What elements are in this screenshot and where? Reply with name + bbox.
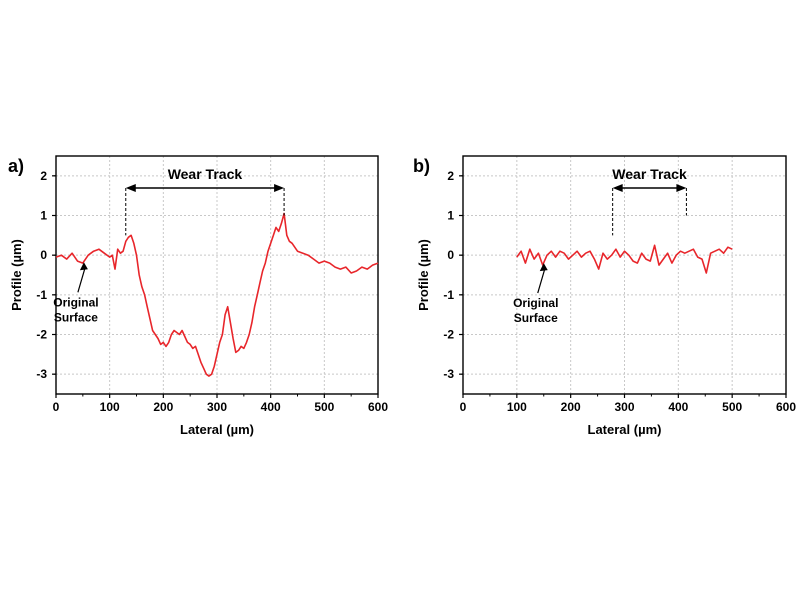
y-tick-label: -3 (443, 367, 454, 381)
wear-track-arrowhead-right (274, 184, 285, 192)
x-tick-label: 0 (460, 400, 467, 414)
wear-track-arrowhead-right (676, 184, 687, 192)
wear-track-label: Wear Track (612, 166, 687, 182)
x-tick-label: 600 (776, 400, 796, 414)
annotation-arrow-shaft (537, 268, 546, 294)
annotation-text-line1: Original (513, 296, 558, 310)
x-tick-label: 0 (53, 400, 60, 414)
x-tick-label: 100 (100, 400, 120, 414)
annotation-arrow-shaft (77, 268, 86, 293)
y-tick-label: 0 (447, 248, 454, 262)
annotation-arrowhead (79, 262, 88, 271)
y-tick-label: -1 (443, 288, 454, 302)
x-tick-label: 200 (561, 400, 581, 414)
y-tick-label: -3 (36, 367, 47, 381)
x-tick-label: 400 (261, 400, 281, 414)
wear-track-arrowhead-left (612, 184, 623, 192)
panel-label: a) (8, 156, 24, 176)
chart-panel-b: 0 100 200 300 400 500 600 -3 -2 -1 0 1 2 Lateral (µm)… (413, 155, 796, 437)
x-tick-label: 400 (668, 400, 688, 414)
annotation-arrowhead (539, 263, 548, 272)
x-axis-label: Lateral (µm) (180, 422, 254, 437)
wear-track-arrowhead-left (125, 184, 136, 192)
y-tick-label: 1 (447, 209, 454, 223)
plot-frame (462, 155, 787, 395)
panel-label: b) (413, 156, 430, 176)
chart-panel-a: 0 100 200 300 400 500 600 -3 -2 -1 0 1 2 Lateral (µm)… (8, 155, 388, 437)
x-tick-label: 300 (207, 400, 227, 414)
profile-series-line (55, 212, 379, 377)
y-tick-label: 2 (447, 169, 454, 183)
y-tick-label: -2 (36, 328, 47, 342)
x-tick-label: 600 (368, 400, 388, 414)
y-tick-label: 2 (40, 169, 47, 183)
annotation-text-line2: Surface (514, 311, 558, 325)
y-axis-label: Profile (µm) (416, 239, 431, 311)
plot-frame (55, 155, 379, 395)
x-tick-label: 500 (722, 400, 742, 414)
x-tick-label: 500 (314, 400, 334, 414)
x-tick-label: 300 (614, 400, 634, 414)
y-tick-label: -1 (36, 288, 47, 302)
x-tick-label: 100 (507, 400, 527, 414)
y-tick-label: -2 (443, 328, 454, 342)
annotation-text-line1: Original (53, 295, 98, 309)
x-axis-label: Lateral (µm) (588, 422, 662, 437)
x-tick-label: 200 (153, 400, 173, 414)
y-axis-label: Profile (µm) (9, 239, 24, 311)
profile-series-line (516, 244, 733, 274)
wear-track-label: Wear Track (168, 166, 243, 182)
y-tick-label: 1 (40, 209, 47, 223)
annotation-text-line2: Surface (54, 310, 98, 324)
y-tick-label: 0 (40, 248, 47, 262)
